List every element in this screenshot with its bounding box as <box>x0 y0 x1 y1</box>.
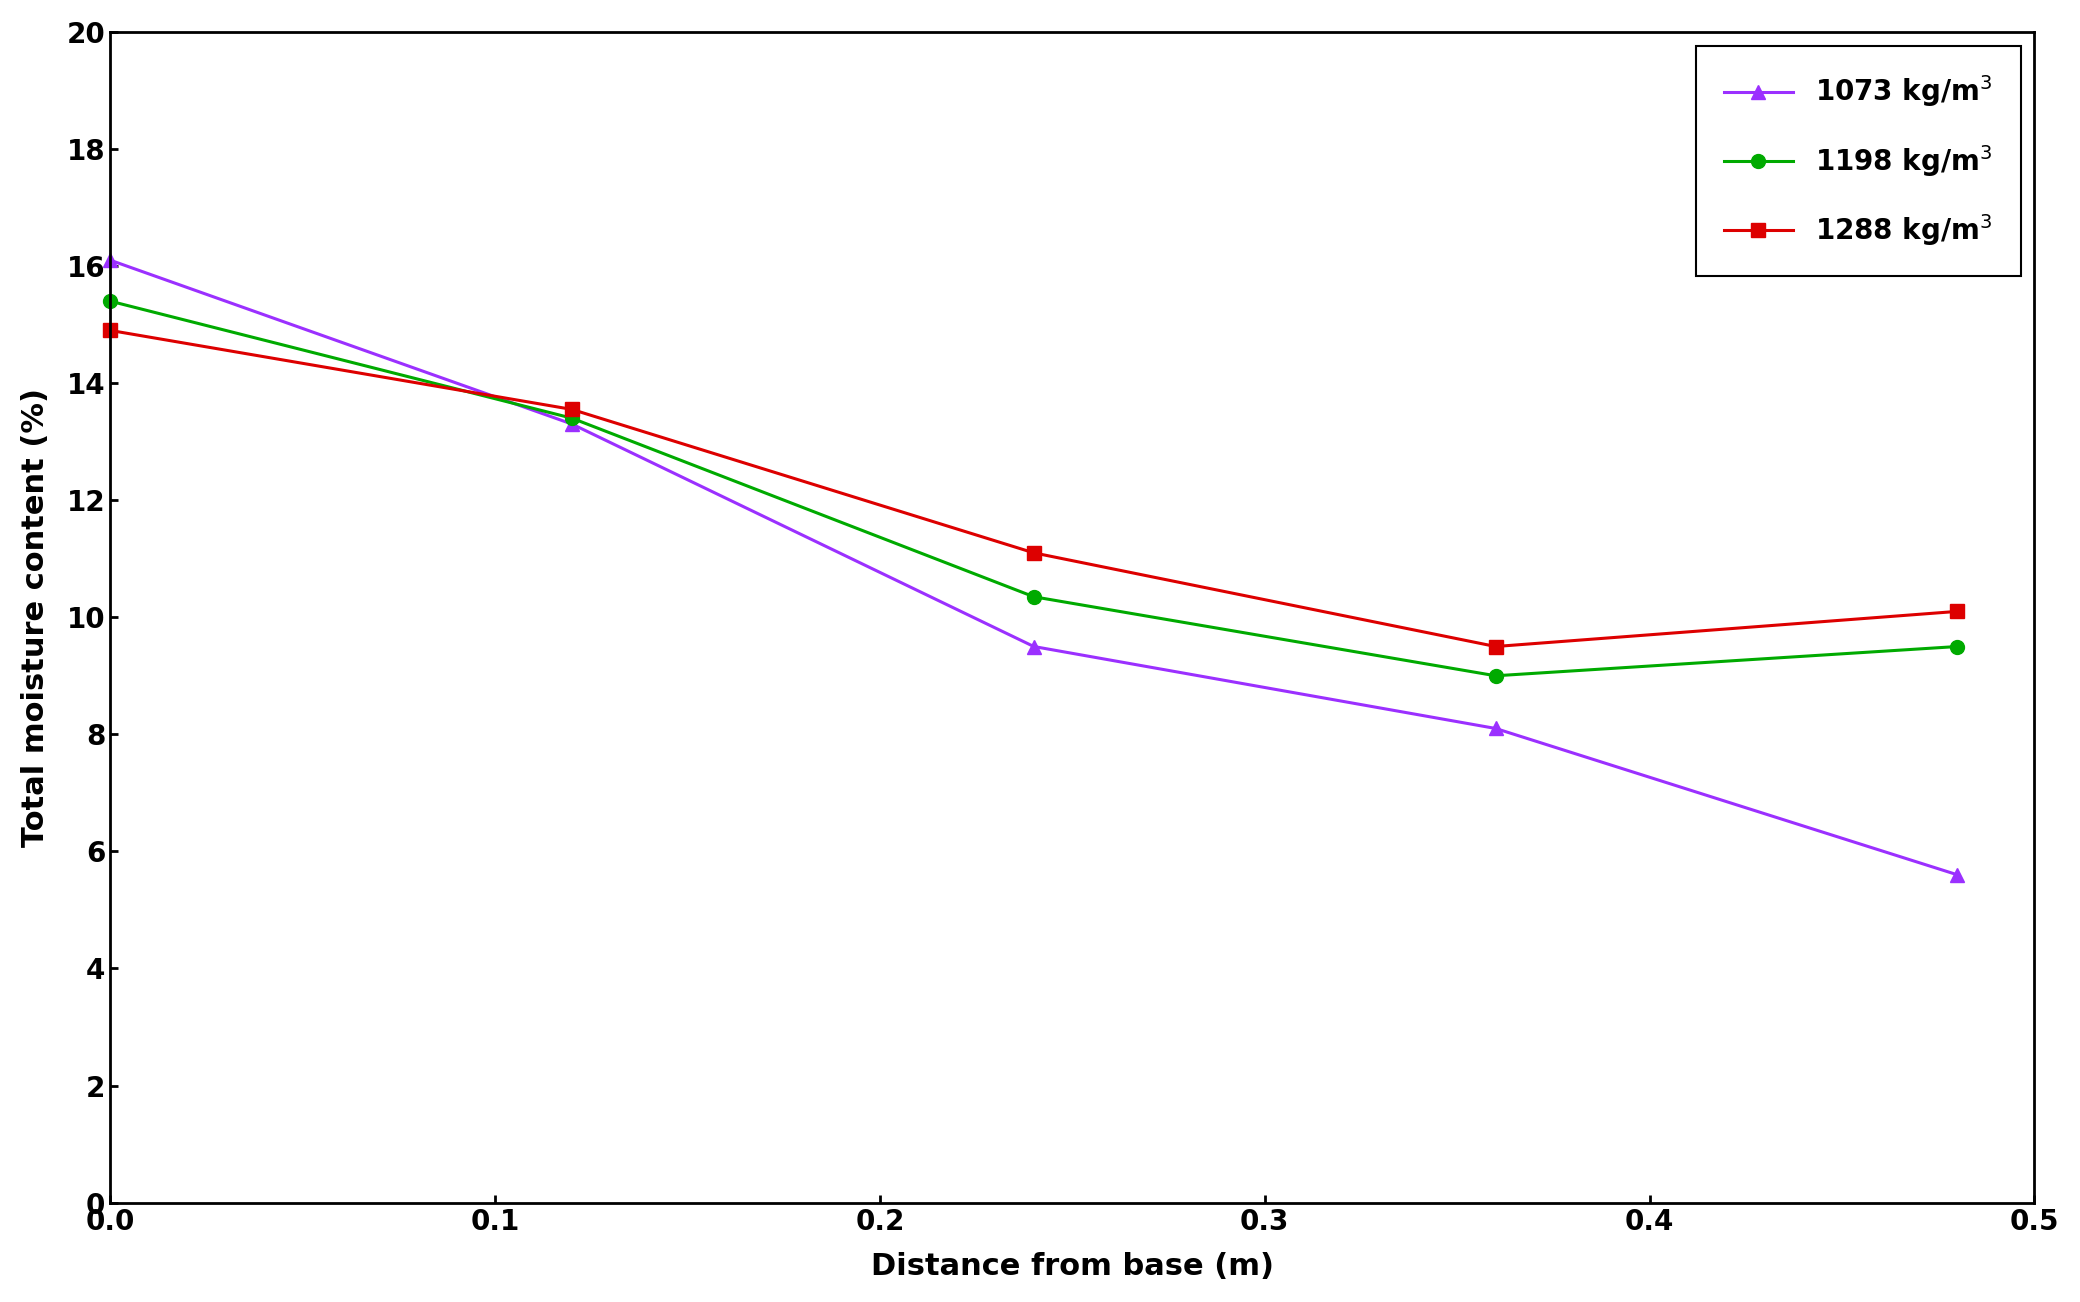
1288 kg/m$^3$ <box>1483 639 1508 655</box>
1073 kg/m$^3$ <box>98 253 123 268</box>
Line: 1288 kg/m$^3$: 1288 kg/m$^3$ <box>104 323 1964 654</box>
1073 kg/m$^3$ <box>1483 720 1508 736</box>
Legend: 1073 kg/m$^3$, 1198 kg/m$^3$, 1288 kg/m$^3$: 1073 kg/m$^3$, 1198 kg/m$^3$, 1288 kg/m$… <box>1695 46 2020 276</box>
1288 kg/m$^3$ <box>560 401 584 417</box>
Line: 1073 kg/m$^3$: 1073 kg/m$^3$ <box>104 253 1964 881</box>
1198 kg/m$^3$ <box>560 410 584 426</box>
1198 kg/m$^3$ <box>1483 668 1508 684</box>
1073 kg/m$^3$ <box>560 417 584 432</box>
Line: 1198 kg/m$^3$: 1198 kg/m$^3$ <box>104 294 1964 682</box>
1198 kg/m$^3$ <box>1945 639 1970 655</box>
1198 kg/m$^3$ <box>1021 589 1046 604</box>
1288 kg/m$^3$ <box>98 323 123 339</box>
X-axis label: Distance from base (m): Distance from base (m) <box>872 1253 1273 1281</box>
Y-axis label: Total moisture content (%): Total moisture content (%) <box>21 388 50 846</box>
1198 kg/m$^3$ <box>98 293 123 309</box>
1073 kg/m$^3$ <box>1945 867 1970 883</box>
1288 kg/m$^3$ <box>1945 604 1970 620</box>
1288 kg/m$^3$ <box>1021 546 1046 561</box>
1073 kg/m$^3$ <box>1021 639 1046 655</box>
